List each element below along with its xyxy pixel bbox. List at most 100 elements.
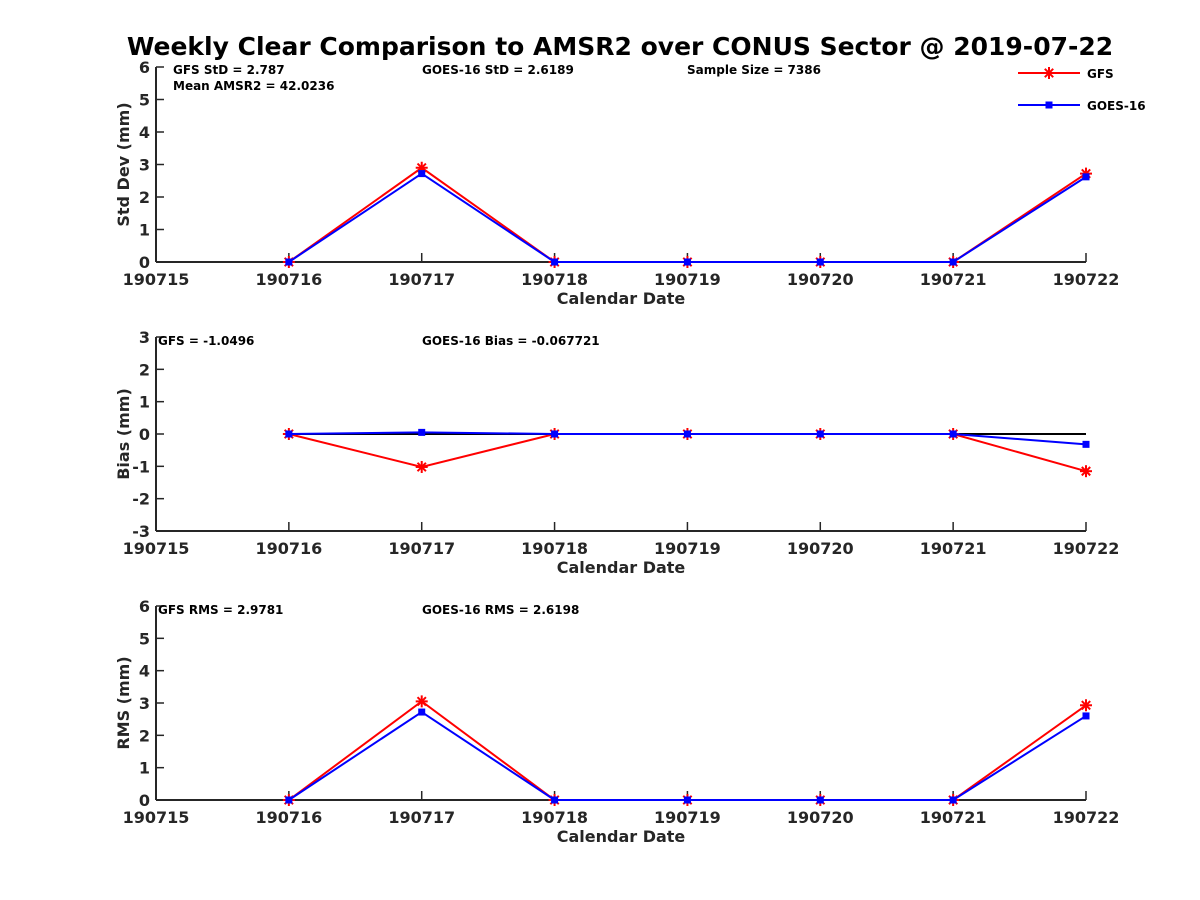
- stat-annotation: Sample Size = 7386: [687, 63, 821, 77]
- y-tick-label: 1: [139, 221, 150, 240]
- x-tick-label: 190721: [920, 808, 987, 827]
- panel-2: -3 -2 -1 0 1 2 3 190715 190716 190717 190718 190719…: [114, 328, 1119, 577]
- chart-panels: 0 1 2 3 4 5 6 190715 190716 190717 190718 190719 190…: [114, 58, 1119, 846]
- data-point-goes16: [949, 258, 957, 266]
- data-point-goes16: [816, 796, 824, 804]
- x-tick-label: 190721: [920, 270, 987, 289]
- y-tick-label: 1: [139, 759, 150, 778]
- y-tick-label: 0: [139, 253, 150, 272]
- x-tick-label: 190716: [255, 270, 322, 289]
- stat-annotation: GFS = -1.0496: [158, 334, 254, 348]
- stat-annotation: GOES-16 StD = 2.6189: [422, 63, 574, 77]
- panel-3: 0 1 2 3 4 5 6 190715 190716 190717 190718 190719 190…: [114, 597, 1119, 846]
- data-point-gfs: [1080, 699, 1092, 712]
- x-tick-label: 190716: [255, 539, 322, 558]
- x-axis-label: Calendar Date: [557, 289, 686, 308]
- x-tick-label: 190722: [1053, 808, 1120, 827]
- data-point-goes16: [816, 430, 824, 438]
- y-tick-label: 4: [139, 662, 150, 681]
- data-point-goes16: [551, 258, 559, 266]
- data-point-goes16: [816, 258, 824, 266]
- data-point-goes16: [683, 258, 691, 266]
- y-tick-label: 6: [139, 597, 150, 616]
- x-tick-label: 190722: [1053, 270, 1120, 289]
- asterisk-stroke: [1081, 700, 1091, 711]
- chart-title: Weekly Clear Comparison to AMSR2 over CO…: [127, 32, 1113, 61]
- data-point-goes16: [683, 430, 691, 438]
- series-line-goes-16: [288, 710, 1087, 801]
- x-axis-label: Calendar Date: [557, 827, 686, 846]
- x-tick-label: 190722: [1053, 539, 1120, 558]
- data-point-goes16: [683, 796, 691, 804]
- asterisk-stroke: [416, 462, 427, 472]
- x-tick-label: 190717: [388, 808, 455, 827]
- stat-annotation: GFS RMS = 2.9781: [158, 603, 283, 617]
- x-tick-label: 190721: [920, 539, 987, 558]
- y-tick-label: -2: [132, 490, 150, 509]
- y-tick-label: 1: [139, 393, 150, 412]
- x-tick-label: 190717: [388, 270, 455, 289]
- y-tick-label: 2: [139, 726, 150, 745]
- y-tick-label: 3: [139, 156, 150, 175]
- x-tick-label: 190719: [654, 270, 721, 289]
- stat-annotation: Mean AMSR2 = 42.0236: [173, 79, 334, 93]
- y-axis-label: Std Dev (mm): [114, 102, 133, 226]
- data-point-goes16: [949, 430, 957, 438]
- data-point-goes16: [1082, 173, 1090, 181]
- x-tick-label: 190720: [787, 539, 854, 558]
- data-point-goes16: [1082, 440, 1090, 448]
- legend-marker-asterisk: [1043, 67, 1055, 79]
- y-axis-label: Bias (mm): [114, 388, 133, 480]
- x-tick-label: 190715: [123, 808, 190, 827]
- asterisk-stroke: [1044, 68, 1054, 78]
- x-tick-label: 190719: [654, 539, 721, 558]
- x-tick-label: 190718: [521, 808, 588, 827]
- y-tick-label: 5: [139, 91, 150, 110]
- y-tick-label: 5: [139, 629, 150, 648]
- y-tick-label: -3: [132, 522, 150, 541]
- legend-label: GOES-16: [1087, 99, 1146, 113]
- y-tick-label: 6: [139, 58, 150, 77]
- legend: GFS GOES-16: [1018, 67, 1146, 113]
- legend-label: GFS: [1087, 67, 1114, 81]
- data-point-goes16: [285, 430, 293, 438]
- x-tick-label: 190717: [388, 539, 455, 558]
- x-tick-label: 190720: [787, 270, 854, 289]
- x-axis-label: Calendar Date: [557, 558, 686, 577]
- x-tick-label: 190718: [521, 270, 588, 289]
- y-tick-label: -1: [132, 457, 150, 476]
- y-tick-label: 3: [139, 328, 150, 347]
- x-tick-label: 190716: [255, 808, 322, 827]
- series-line-gfs: [288, 700, 1087, 801]
- asterisk-stroke: [1081, 466, 1091, 477]
- y-tick-label: 2: [139, 360, 150, 379]
- stat-annotation: GFS StD = 2.787: [173, 63, 285, 77]
- data-point-goes16: [418, 428, 426, 436]
- data-point-goes16: [285, 796, 293, 804]
- data-point-goes16: [1082, 712, 1090, 720]
- x-tick-label: 190718: [521, 539, 588, 558]
- asterisk-stroke: [416, 696, 427, 707]
- series-line-goes-16: [288, 172, 1087, 263]
- data-point-gfs: [415, 695, 428, 708]
- legend-marker-square: [1045, 101, 1053, 109]
- y-axis-label: RMS (mm): [114, 656, 133, 749]
- y-tick-label: 4: [139, 123, 150, 142]
- x-tick-label: 190715: [123, 539, 190, 558]
- x-tick-label: 190715: [123, 270, 190, 289]
- stat-annotation: GOES-16 RMS = 2.6198: [422, 603, 579, 617]
- data-point-goes16: [551, 430, 559, 438]
- data-point-gfs: [415, 460, 428, 473]
- data-point-goes16: [551, 796, 559, 804]
- panel-1: 0 1 2 3 4 5 6 190715 190716 190717 190718 190719 190…: [114, 58, 1119, 308]
- y-tick-label: 2: [139, 188, 150, 207]
- data-point-gfs: [1080, 465, 1092, 478]
- x-tick-label: 190719: [654, 808, 721, 827]
- data-point-goes16: [285, 258, 293, 266]
- y-tick-label: 3: [139, 694, 150, 713]
- data-point-goes16: [418, 708, 426, 716]
- stat-annotation: GOES-16 Bias = -0.067721: [422, 334, 600, 348]
- y-tick-label: 0: [139, 791, 150, 810]
- data-point-goes16: [949, 796, 957, 804]
